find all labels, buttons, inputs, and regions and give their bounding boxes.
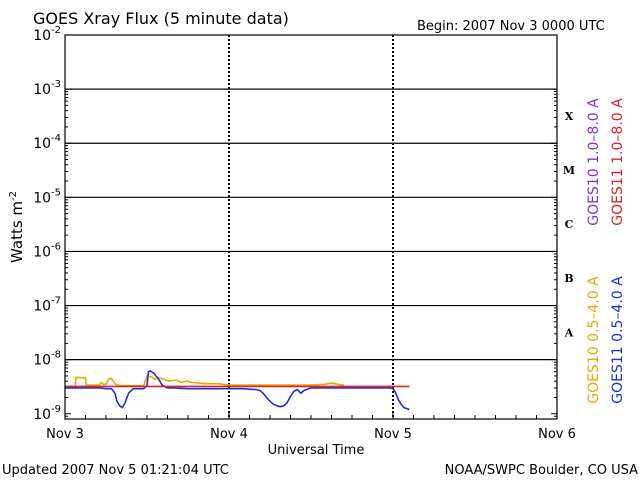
data-series xyxy=(65,370,410,411)
y-tick-label: 10-8 xyxy=(33,350,61,369)
y-tick-label: 10-7 xyxy=(33,296,61,315)
y-tick-label: 10-5 xyxy=(33,187,61,206)
y-axis-label: Watts m-2 xyxy=(8,191,26,263)
flare-class-label: C xyxy=(565,218,574,231)
series-line xyxy=(65,375,344,388)
y-tick-label: 10-3 xyxy=(33,79,61,98)
y-tick-exponent: -3 xyxy=(51,79,61,90)
x-axis-label: Universal Time xyxy=(268,443,365,458)
legend-entry: GOES10 1.0–8.0 A xyxy=(586,98,602,226)
y-tick-base: 10 xyxy=(33,136,51,152)
y-axis-label-text: Watts m xyxy=(8,201,26,263)
grid-lines xyxy=(65,35,557,419)
x-tick-label: Nov 3 xyxy=(46,427,84,442)
y-tick-base: 10 xyxy=(33,82,51,98)
chart-title: GOES Xray Flux (5 minute data) xyxy=(33,9,289,28)
y-tick-exponent: -6 xyxy=(51,241,61,252)
y-tick-label: 10-9 xyxy=(33,404,61,423)
y-tick-exponent: -5 xyxy=(51,187,61,198)
flare-class-label: A xyxy=(564,326,574,339)
y-tick-base: 10 xyxy=(33,407,51,423)
y-tick-base: 10 xyxy=(33,353,51,369)
y-tick-exponent: -4 xyxy=(51,133,61,144)
axis-ticks xyxy=(64,34,558,420)
y-axis-label-exponent: -2 xyxy=(8,191,19,201)
series-line xyxy=(65,370,410,411)
y-tick-base: 10 xyxy=(33,190,51,206)
x-tick-label: Nov 5 xyxy=(374,427,412,442)
y-tick-exponent: -7 xyxy=(51,296,61,307)
updated-timestamp: Updated 2007 Nov 5 01:21:04 UTC xyxy=(2,463,229,478)
y-tick-label: 10-4 xyxy=(33,133,61,152)
y-tick-labels: 10-210-310-410-510-610-710-810-9 xyxy=(33,25,61,423)
flare-class-label: B xyxy=(564,272,573,285)
y-tick-base: 10 xyxy=(33,299,51,315)
y-tick-base: 10 xyxy=(33,28,51,44)
begin-label: Begin: 2007 Nov 3 0000 UTC xyxy=(417,19,605,34)
x-tick-label: Nov 6 xyxy=(538,427,576,442)
x-tick-labels: Nov 3 Nov 4 Nov 5 Nov 6 xyxy=(46,427,576,442)
y-tick-exponent: -8 xyxy=(51,350,61,361)
y-tick-label: 10-6 xyxy=(33,241,61,260)
flare-class-label: X xyxy=(565,110,574,123)
credit-label: NOAA/SWPC Boulder, CO USA xyxy=(445,463,638,478)
plot-frame xyxy=(64,34,558,420)
flare-class-labels: X M C B A xyxy=(563,110,575,339)
legend-entry: GOES10 0.5–4.0 A xyxy=(586,276,602,404)
legend-entry: GOES11 0.5–4.0 A xyxy=(610,276,626,404)
legend: GOES10 0.5–4.0 A GOES11 0.5–4.0 A GOES10 1… xyxy=(586,98,626,404)
x-tick-label: Nov 4 xyxy=(210,427,248,442)
y-tick-base: 10 xyxy=(33,244,51,260)
y-tick-label: 10-2 xyxy=(33,25,61,44)
legend-entry: GOES11 1.0–8.0 A xyxy=(610,98,626,226)
y-tick-exponent: -2 xyxy=(51,25,61,36)
flare-class-label: M xyxy=(563,164,575,177)
y-tick-exponent: -9 xyxy=(51,404,61,415)
